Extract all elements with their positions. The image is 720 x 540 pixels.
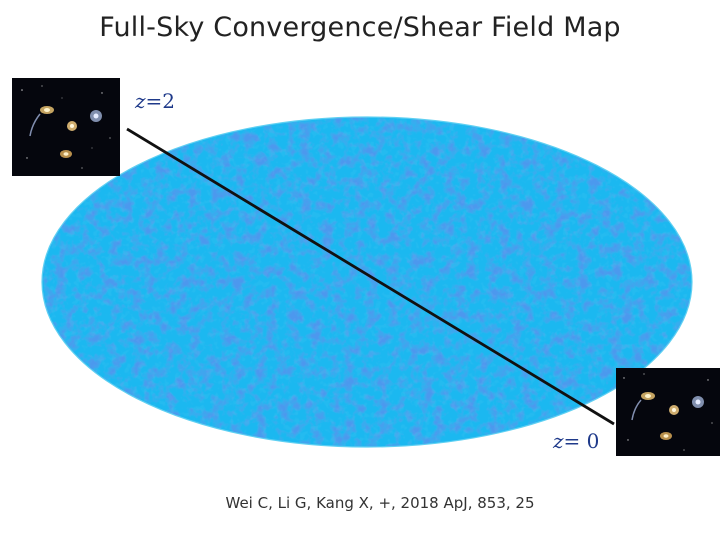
galaxy-cluster-image-top xyxy=(12,78,120,176)
redshift-value: = 0 xyxy=(563,429,600,453)
redshift-variable: z xyxy=(135,89,146,113)
redshift-label-observer: z= 0 xyxy=(553,429,599,453)
map-outline xyxy=(41,116,693,448)
redshift-label-source: z=2 xyxy=(135,89,175,113)
redshift-value: =2 xyxy=(145,89,176,113)
line-of-sight xyxy=(126,127,615,426)
galaxy-cluster-image-bottom xyxy=(616,368,720,456)
redshift-variable: z xyxy=(553,429,564,453)
convergence-field xyxy=(42,117,692,447)
citation: Wei C, Li G, Kang X, +, 2018 ApJ, 853, 2… xyxy=(225,494,535,512)
slide-title: Full-Sky Convergence/Shear Field Map xyxy=(99,12,621,43)
